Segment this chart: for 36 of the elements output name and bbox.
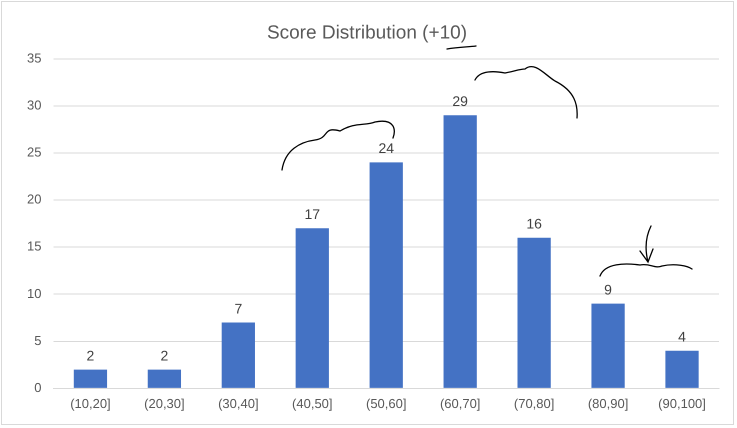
bar (148, 370, 182, 388)
x-tick-label: (70,80] (514, 396, 554, 411)
bar (74, 370, 108, 388)
data-label: 2 (160, 347, 168, 364)
chart-title: Score Distribution (+10) (266, 22, 468, 44)
bar (370, 162, 403, 388)
x-tick-label: (10,20] (70, 396, 111, 411)
y-tick-label: 30 (26, 97, 42, 112)
data-label: 16 (526, 216, 542, 232)
bar (517, 238, 551, 388)
bar (665, 350, 699, 388)
x-tick-label: (30,40] (218, 396, 259, 411)
y-tick-label: 35 (26, 50, 42, 66)
y-tick-label: 5 (34, 332, 42, 348)
y-tick-label: 15 (26, 238, 42, 254)
data-label: 24 (378, 140, 394, 156)
data-label: 9 (604, 282, 612, 298)
bar (296, 228, 329, 388)
bar (222, 322, 255, 388)
data-label: 2 (86, 347, 95, 364)
x-tick-label: (20,30] (144, 396, 185, 411)
data-label: 4 (678, 328, 686, 345)
x-tick-label: (50,60] (366, 396, 406, 411)
y-tick-label: 25 (26, 144, 42, 160)
x-tick-label: (60,70] (440, 396, 480, 411)
x-tick-label: (40,50] (292, 396, 333, 411)
y-tick-label: 0 (34, 380, 42, 395)
bar (444, 115, 477, 388)
x-tick-label: (80,90] (588, 396, 628, 411)
data-label: 29 (452, 93, 468, 110)
data-label: 7 (234, 300, 242, 316)
data-label: 17 (304, 206, 320, 222)
bar (591, 304, 625, 388)
y-tick-label: 20 (26, 192, 42, 207)
x-tick-label: (90,100] (658, 396, 706, 411)
y-tick-label: 10 (26, 286, 42, 301)
